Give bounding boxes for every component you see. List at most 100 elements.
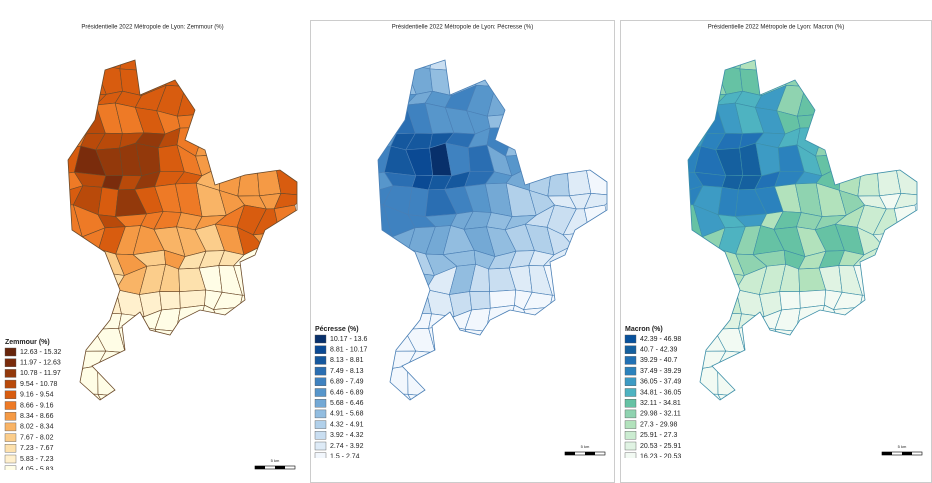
legend-entry: 5.68 - 6.46 xyxy=(330,400,364,407)
scale-bar-segment xyxy=(275,466,285,469)
legend-swatch xyxy=(624,334,637,344)
legend-entry: 7.67 - 8.02 xyxy=(20,434,54,441)
legend-entry: 4.05 - 5.83 xyxy=(20,467,54,474)
scale-bar-segment xyxy=(585,452,595,455)
legend-title: Macron (%) xyxy=(625,326,663,333)
legend-entry: 5.83 - 7.23 xyxy=(20,456,54,463)
legend-swatch xyxy=(4,465,17,470)
commune xyxy=(779,291,801,311)
legend: Macron (%) 42.39 - 46.98 40.7 - 42.39 39.29… xyxy=(624,326,681,461)
legend-entry: 1.5 - 2.74 xyxy=(330,454,360,461)
legend-entry: 6.46 - 6.89 xyxy=(330,389,364,396)
legend-swatch xyxy=(314,366,327,376)
legend-swatch xyxy=(4,433,17,442)
legend-entry: 4.91 - 5.68 xyxy=(330,411,364,418)
legend-entry: 39.29 - 40.7 xyxy=(640,357,677,364)
legend-swatch xyxy=(624,345,637,354)
legend-entry: 6.89 - 7.49 xyxy=(330,379,364,386)
legend-entry: 25.91 - 27.3 xyxy=(640,432,677,439)
metropole-outline xyxy=(687,59,918,401)
legend-entry: 32.11 - 34.81 xyxy=(640,400,681,407)
legend-swatch xyxy=(314,345,327,354)
legend-swatch xyxy=(4,422,17,432)
legend-swatch xyxy=(314,441,327,451)
legend-swatch xyxy=(4,454,17,464)
legend-swatch xyxy=(4,412,17,421)
legend-swatch xyxy=(4,358,17,367)
legend-swatch xyxy=(624,420,637,429)
legend-title: Pécresse (%) xyxy=(315,326,359,333)
legend-entry: 11.97 - 12.63 xyxy=(20,360,61,367)
map-title: Présidentielle 2022 Métropole de Lyon: M… xyxy=(708,25,845,31)
legend-entry: 34.81 - 36.05 xyxy=(640,389,681,396)
legend-swatch xyxy=(4,379,17,389)
legend-entry: 4.32 - 4.91 xyxy=(330,421,364,428)
legend-swatch xyxy=(314,377,327,386)
legend-entry: 27.3 - 29.98 xyxy=(640,421,677,428)
scale-bar-segment xyxy=(565,452,575,455)
legend-swatch xyxy=(314,334,327,344)
legend-entry: 8.13 - 8.81 xyxy=(330,357,364,364)
legend-entry: 10.17 - 13.6 xyxy=(330,336,367,343)
legend-swatch xyxy=(4,401,17,410)
legend-swatch xyxy=(4,444,17,453)
scale-bar-segment xyxy=(882,452,892,455)
map-title: Présidentielle 2022 Métropole de Lyon: P… xyxy=(392,25,534,31)
legend-entry: 20.53 - 25.91 xyxy=(640,443,681,450)
legend-swatch xyxy=(624,356,637,365)
legend-entry: 3.92 - 4.32 xyxy=(330,432,364,439)
legend-swatch xyxy=(624,388,637,397)
legend-swatch xyxy=(4,347,17,357)
legend-entry: 16.23 - 20.53 xyxy=(640,454,681,461)
legend-entry: 37.49 - 39.29 xyxy=(640,368,681,375)
legend-swatch xyxy=(314,356,327,365)
legend-swatch xyxy=(624,377,637,386)
legend-swatch xyxy=(624,399,637,408)
legend-swatch xyxy=(624,441,637,451)
legend-entry: 9.16 - 9.54 xyxy=(20,392,54,399)
scale-label: 5 km xyxy=(898,444,907,449)
legend-entry: 36.05 - 37.49 xyxy=(640,379,681,386)
legend-entry: 8.02 - 8.34 xyxy=(20,424,54,431)
metropole-outline xyxy=(67,59,298,401)
legend-entry: 7.23 - 7.67 xyxy=(20,445,54,452)
legend: Zemmour (%) 12.63 - 15.32 11.97 - 12.63 10.… xyxy=(4,339,61,474)
legend-entry: 7.49 - 8.13 xyxy=(330,368,364,375)
legend-entry: 42.39 - 46.98 xyxy=(640,336,681,343)
legend-swatch xyxy=(314,452,327,458)
legend-swatch xyxy=(624,409,637,419)
legend-entry: 12.63 - 15.32 xyxy=(20,349,61,356)
legend-entry: 10.78 - 11.97 xyxy=(20,370,61,377)
commune xyxy=(159,291,181,311)
legend-entry: 8.81 - 10.17 xyxy=(330,347,367,354)
legend-swatch xyxy=(4,369,17,378)
map-panel: Présidentielle 2022 Métropole de Lyon: M… xyxy=(620,20,932,483)
scale-bar-segment xyxy=(902,452,912,455)
legend-entry: 29.98 - 32.11 xyxy=(640,411,681,418)
legend-entry: 2.74 - 3.92 xyxy=(330,443,364,450)
legend-swatch xyxy=(624,452,637,458)
scale-label: 5 km xyxy=(581,444,590,449)
legend: Pécresse (%) 10.17 - 13.6 8.81 - 10.17 8.13… xyxy=(314,326,367,461)
legend-entry: 8.34 - 8.66 xyxy=(20,413,54,420)
legend-swatch xyxy=(314,409,327,419)
map-panel: Présidentielle 2022 Métropole de Lyon: Z… xyxy=(0,20,305,483)
commune xyxy=(469,291,491,311)
scale-label: 5 km xyxy=(271,458,280,463)
scale-bar-segment xyxy=(255,466,265,469)
metropole-outline xyxy=(377,59,608,401)
legend-swatch xyxy=(314,388,327,397)
map-panel: Présidentielle 2022 Métropole de Lyon: P… xyxy=(310,20,615,483)
legend-swatch xyxy=(624,366,637,376)
legend-swatch xyxy=(314,420,327,429)
legend-entry: 8.66 - 9.16 xyxy=(20,402,54,409)
legend-swatch xyxy=(314,399,327,408)
legend-swatch xyxy=(624,431,637,440)
map-title: Présidentielle 2022 Métropole de Lyon: Z… xyxy=(81,25,223,31)
legend-swatch xyxy=(314,431,327,440)
legend-swatch xyxy=(4,390,17,399)
legend-title: Zemmour (%) xyxy=(5,339,50,346)
legend-entry: 9.54 - 10.78 xyxy=(20,381,57,388)
legend-entry: 40.7 - 42.39 xyxy=(640,347,677,354)
